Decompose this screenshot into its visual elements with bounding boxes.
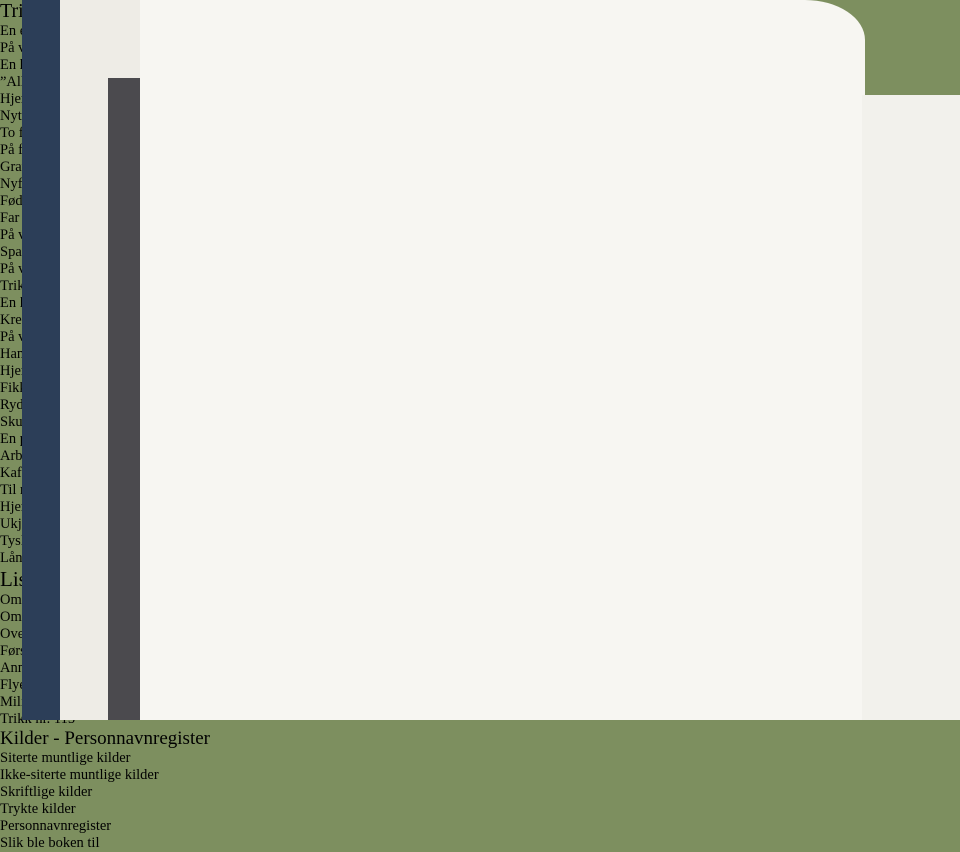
- entry-title: Siterte muntlige kilder: [0, 750, 131, 766]
- toc-entry: Ikke-siterte muntlige kilder: [0, 767, 222, 784]
- entry-title: Slik ble boken til: [0, 835, 100, 851]
- toc-entry: Trykte kilder: [0, 801, 222, 818]
- toc-entry: Slik ble boken til: [0, 835, 222, 852]
- toc-entry: Siterte muntlige kilder: [0, 750, 222, 767]
- book-page: [140, 0, 865, 720]
- toc-entry: Personnavnregister: [0, 818, 222, 835]
- section-heading: Kilder - Personnavnregister: [0, 728, 222, 750]
- toc-entry: Skriftlige kilder: [0, 784, 222, 801]
- right-page: [862, 95, 960, 720]
- entry-title: Trykte kilder: [0, 801, 76, 817]
- entry-title: Personnavnregister: [0, 818, 112, 834]
- entry-title: Ikke-siterte muntlige kilder: [0, 767, 159, 783]
- entry-title: Kilder - Personnavnregister: [0, 728, 210, 749]
- entry-title: Skriftlige kilder: [0, 784, 93, 800]
